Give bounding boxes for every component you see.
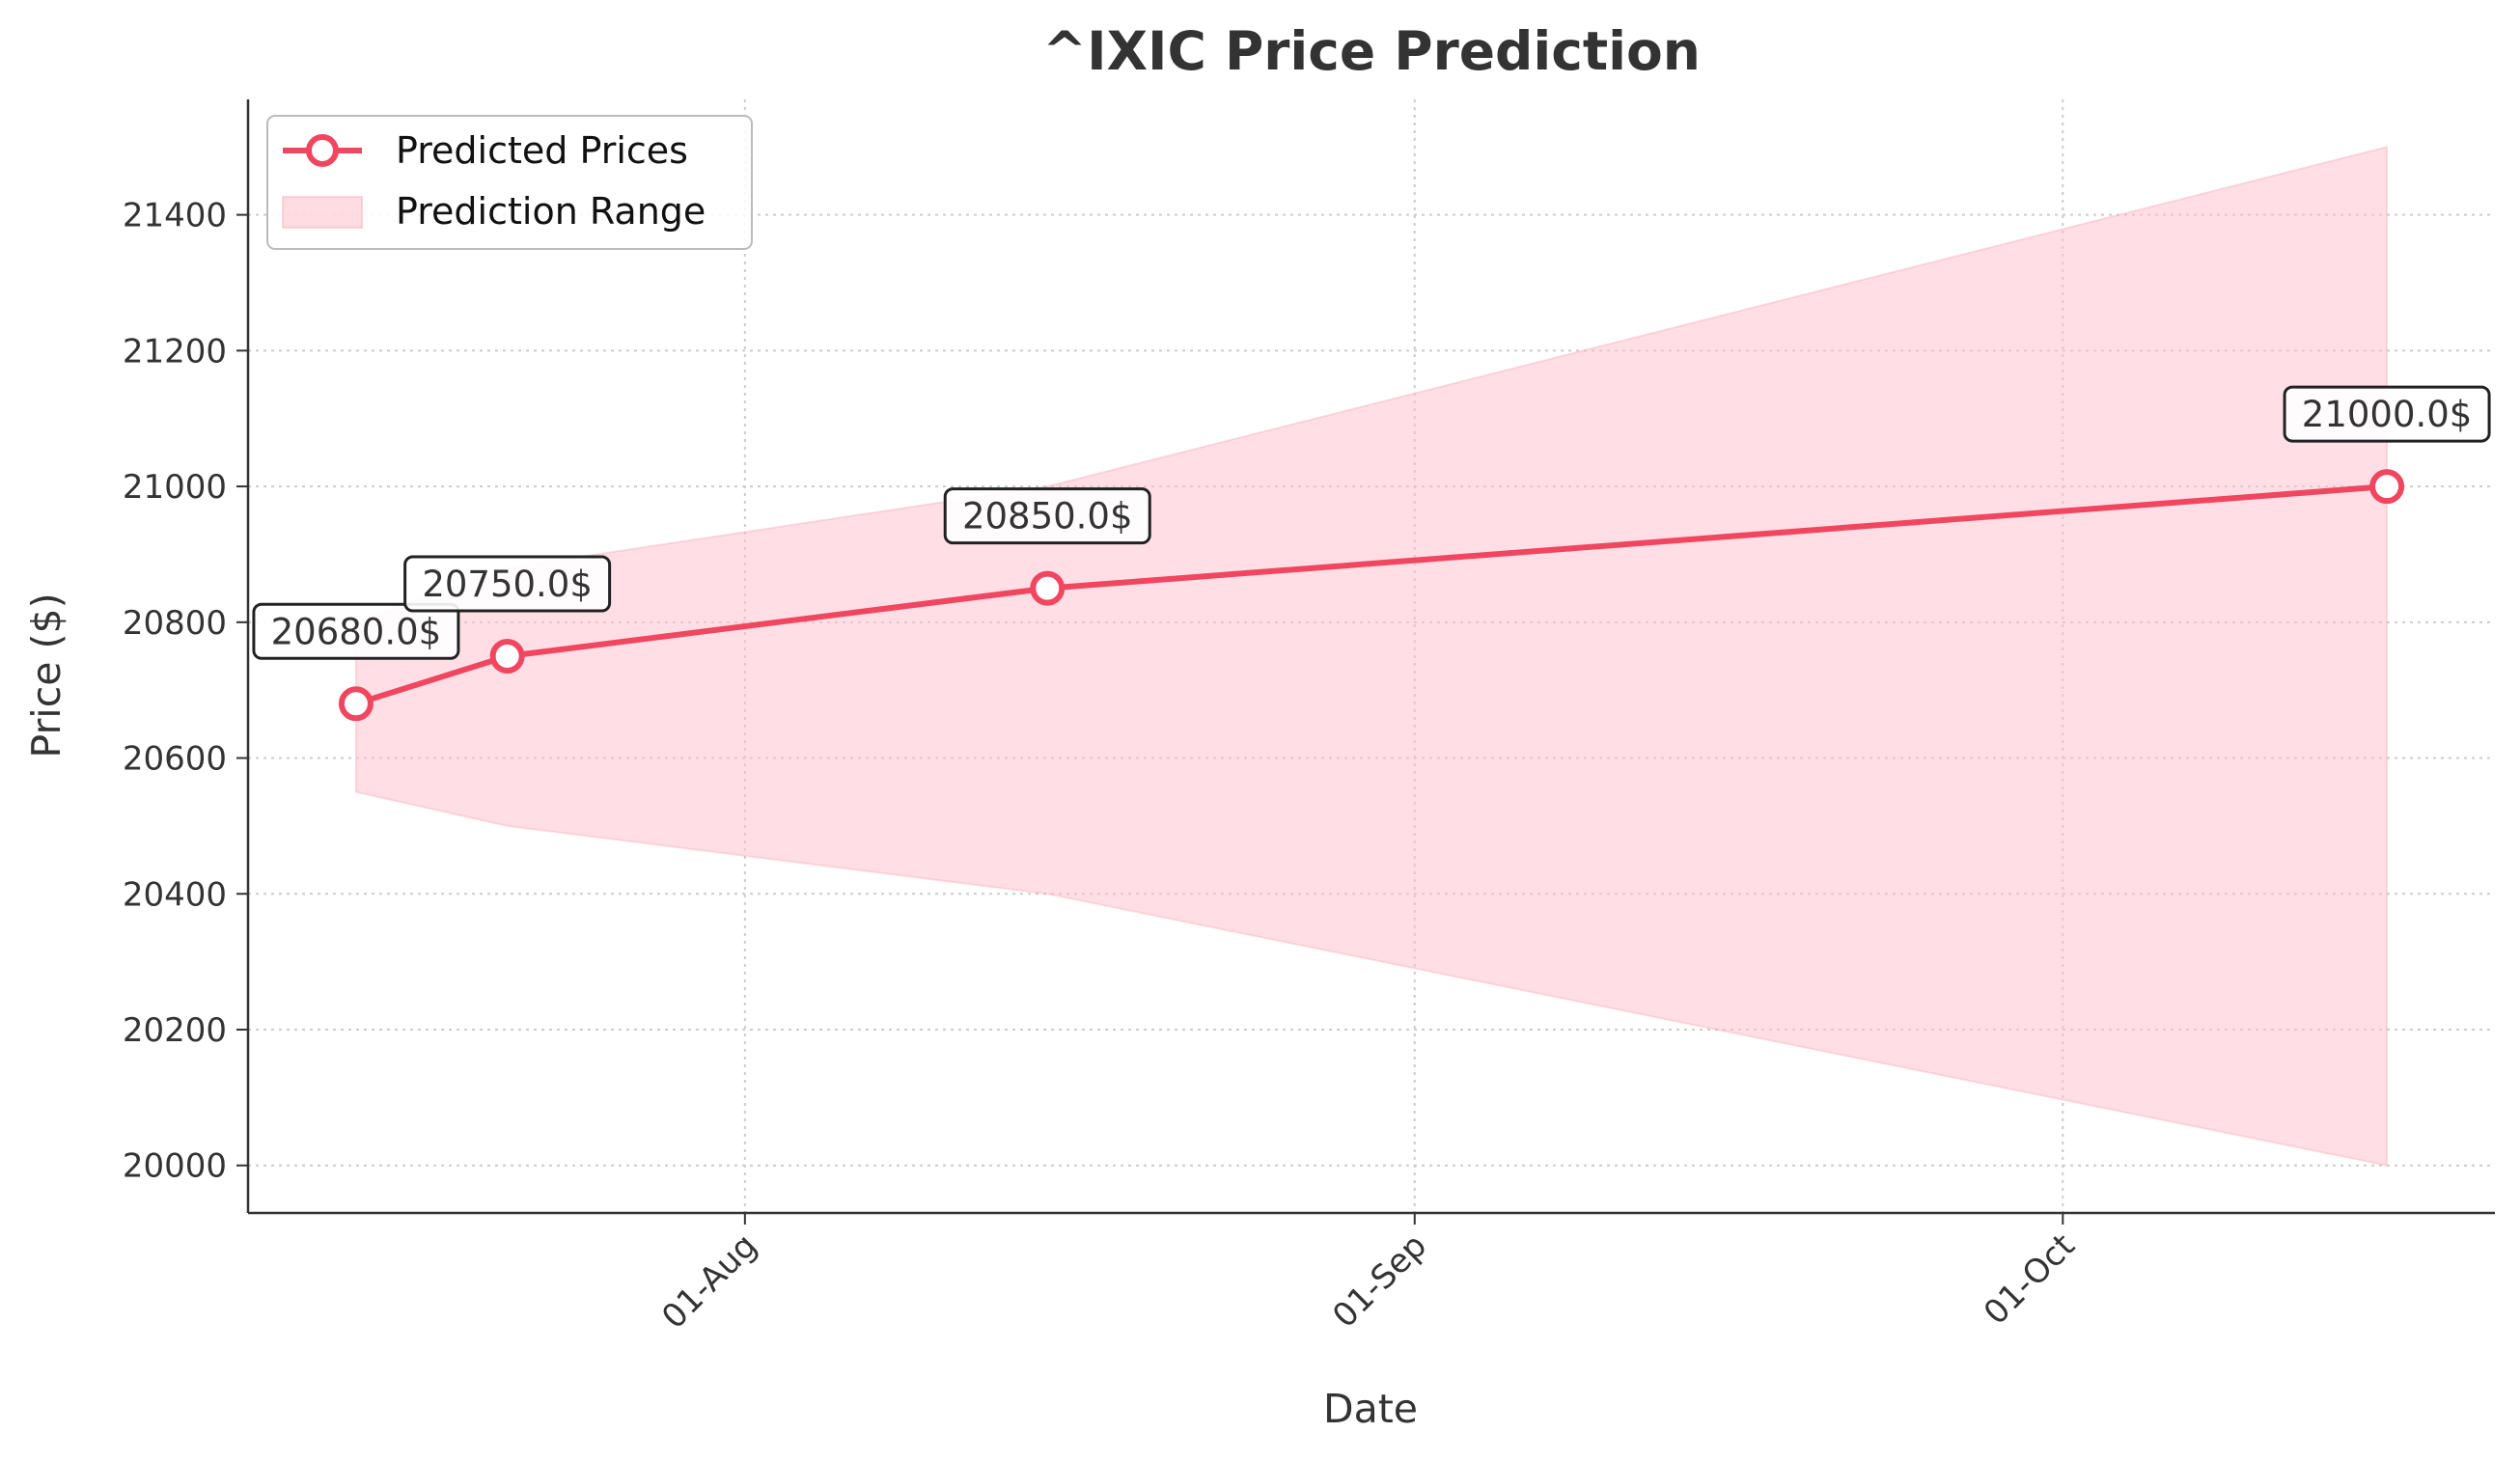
x-axis-label: Date (1323, 1386, 1418, 1432)
price-annotation-label: 20850.0$ (962, 496, 1133, 537)
legend-marker-swatch (306, 134, 339, 167)
y-tick-label: 21200 (123, 332, 227, 371)
x-tick-label: 01-Aug (654, 1226, 764, 1336)
legend-frame (266, 115, 753, 250)
y-tick-label: 20200 (123, 1011, 227, 1050)
y-tick-label: 21400 (123, 197, 227, 235)
price-annotation-box (252, 602, 460, 660)
prediction-range-band (354, 146, 2389, 1167)
y-tick-label: 20400 (123, 875, 227, 914)
price-annotation-label: 21000.0$ (2302, 394, 2473, 435)
y-axis-label: Price ($) (23, 592, 69, 758)
predicted-prices-layer (338, 469, 2405, 722)
price-annotation-label: 20680.0$ (271, 611, 442, 652)
legend-range-swatch (282, 196, 363, 229)
legend-label-range: Prediction Range (396, 190, 706, 233)
y-tick-label: 20600 (123, 740, 227, 779)
chart-title: ^IXIC Price Prediction (1042, 20, 1701, 82)
predicted-price-point (338, 686, 374, 722)
prediction-range-layer (354, 146, 2389, 1167)
price-annotation-box (403, 555, 612, 613)
price-annotation-label: 20750.0$ (422, 564, 593, 605)
annotations-layer: 20680.0$ 20750.0$ 20850.0$ 21000.0$ (252, 385, 2491, 660)
predicted-price-point (1030, 570, 1066, 606)
price-annotation-box (943, 487, 1151, 545)
y-tick-label: 21000 (123, 468, 227, 507)
y-tick-label: 20000 (123, 1147, 227, 1186)
x-tick-label: 01-Oct (1977, 1226, 2083, 1333)
legend: Predicted Prices Prediction Range (266, 115, 753, 250)
predicted-prices-line (354, 483, 2388, 707)
x-tick-label: 01-Sep (1325, 1226, 1434, 1336)
price-annotation-box (2283, 385, 2491, 443)
predicted-price-point (489, 639, 525, 674)
predicted-price-point (2369, 469, 2405, 505)
y-tick-label: 20800 (123, 604, 227, 643)
legend-label-predicted: Predicted Prices (396, 129, 688, 172)
